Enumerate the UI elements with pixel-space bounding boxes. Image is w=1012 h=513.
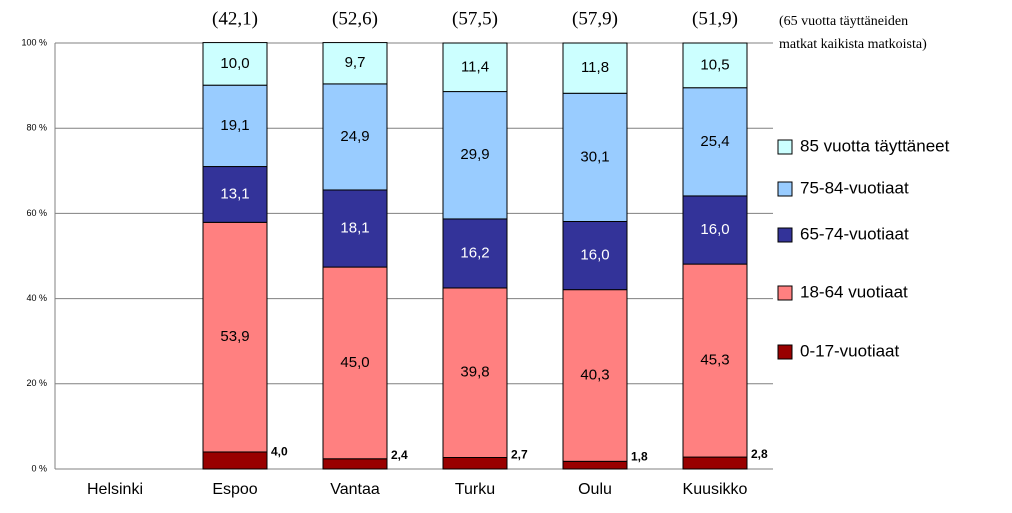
value-label: 11,4	[461, 58, 489, 75]
x-tick-label: Espoo	[212, 481, 257, 498]
value-label: 4,0	[271, 445, 288, 459]
bar-segment	[322, 189, 388, 268]
x-tick-label: Kuusikko	[683, 481, 748, 498]
note: matkat kaikista matkoista)	[779, 37, 927, 52]
bar-segment	[682, 456, 748, 470]
bar-segment	[202, 42, 268, 86]
value-label: 10,0	[220, 55, 249, 72]
bar-segment	[202, 221, 268, 453]
x-tick-label: Turku	[455, 481, 495, 498]
bar-segment	[682, 195, 748, 265]
legend-swatch	[777, 181, 793, 197]
annotation: (57,9)	[572, 8, 618, 29]
annotation: (57,5)	[452, 8, 498, 29]
bar-segment	[202, 166, 268, 223]
y-tick-label: 40 %	[26, 293, 47, 303]
value-label: 30,1	[580, 148, 609, 165]
bar-segment	[442, 42, 508, 93]
bar-segment	[682, 42, 748, 89]
value-label: 45,3	[700, 352, 729, 369]
bar-segment	[322, 83, 388, 191]
bar-segment	[442, 456, 508, 470]
y-tick-label: 20 %	[26, 378, 47, 388]
value-label: 11,8	[581, 59, 609, 76]
bar-segment	[202, 451, 268, 470]
annotation: (52,6)	[332, 8, 378, 29]
y-tick-label: 100 %	[21, 37, 47, 47]
y-tick-label: 60 %	[26, 208, 47, 218]
x-tick-label: Helsinki	[87, 481, 143, 498]
bar-segment	[322, 458, 388, 470]
value-label: 2,7	[511, 447, 528, 461]
bar-segment	[442, 218, 508, 289]
bar-segment	[442, 91, 508, 220]
value-label: 39,8	[460, 364, 489, 381]
legend-swatch	[777, 285, 793, 301]
bar-segment	[682, 263, 748, 458]
legend-label: 18-64 vuotiaat	[800, 282, 908, 301]
value-label: 13,1	[220, 185, 249, 202]
value-label: 25,4	[700, 133, 729, 150]
bar-segment	[322, 266, 388, 460]
value-label: 16,0	[580, 247, 609, 264]
value-label: 10,5	[700, 56, 729, 73]
x-tick-label: Oulu	[578, 481, 612, 498]
value-label: 19,1	[220, 117, 249, 134]
bar-segment	[442, 287, 508, 458]
annotation: (51,9)	[692, 8, 738, 29]
value-label: 16,0	[700, 221, 729, 238]
y-tick-label: 80 %	[26, 123, 47, 133]
value-label: 40,3	[580, 366, 609, 383]
value-label: 16,2	[460, 244, 489, 261]
value-label: 2,8	[751, 447, 768, 461]
legend-swatch	[777, 227, 793, 243]
legend-label: 75-84-vuotiaat	[800, 178, 909, 197]
value-label: 45,0	[340, 354, 369, 371]
value-label: 18,1	[340, 219, 369, 236]
y-tick-label: 0 %	[31, 463, 47, 473]
value-label: 53,9	[220, 328, 249, 345]
value-label: 24,9	[340, 128, 369, 145]
x-tick-label: Vantaa	[330, 481, 380, 498]
value-label: 2,4	[391, 448, 408, 462]
bar-segment	[562, 220, 628, 291]
bar-segment	[562, 460, 628, 470]
bar-segment	[562, 92, 628, 222]
annotation: (42,1)	[212, 8, 258, 29]
value-label: 9,7	[345, 54, 366, 71]
legend-label: 65-74-vuotiaat	[800, 224, 909, 243]
bar-segment	[202, 84, 268, 168]
note: (65 vuotta täyttäneiden	[779, 14, 908, 29]
bar-segment	[322, 42, 388, 85]
value-label: 29,9	[460, 146, 489, 163]
legend-swatch	[777, 139, 793, 155]
bar-segment	[682, 87, 748, 197]
legend-label: 85 vuotta täyttäneet	[800, 136, 950, 155]
bar-segment	[562, 42, 628, 94]
bar-segment	[562, 289, 628, 462]
value-label: 1,8	[631, 449, 648, 463]
legend-label: 0-17-vuotiaat	[800, 341, 900, 360]
legend-swatch	[777, 344, 793, 360]
